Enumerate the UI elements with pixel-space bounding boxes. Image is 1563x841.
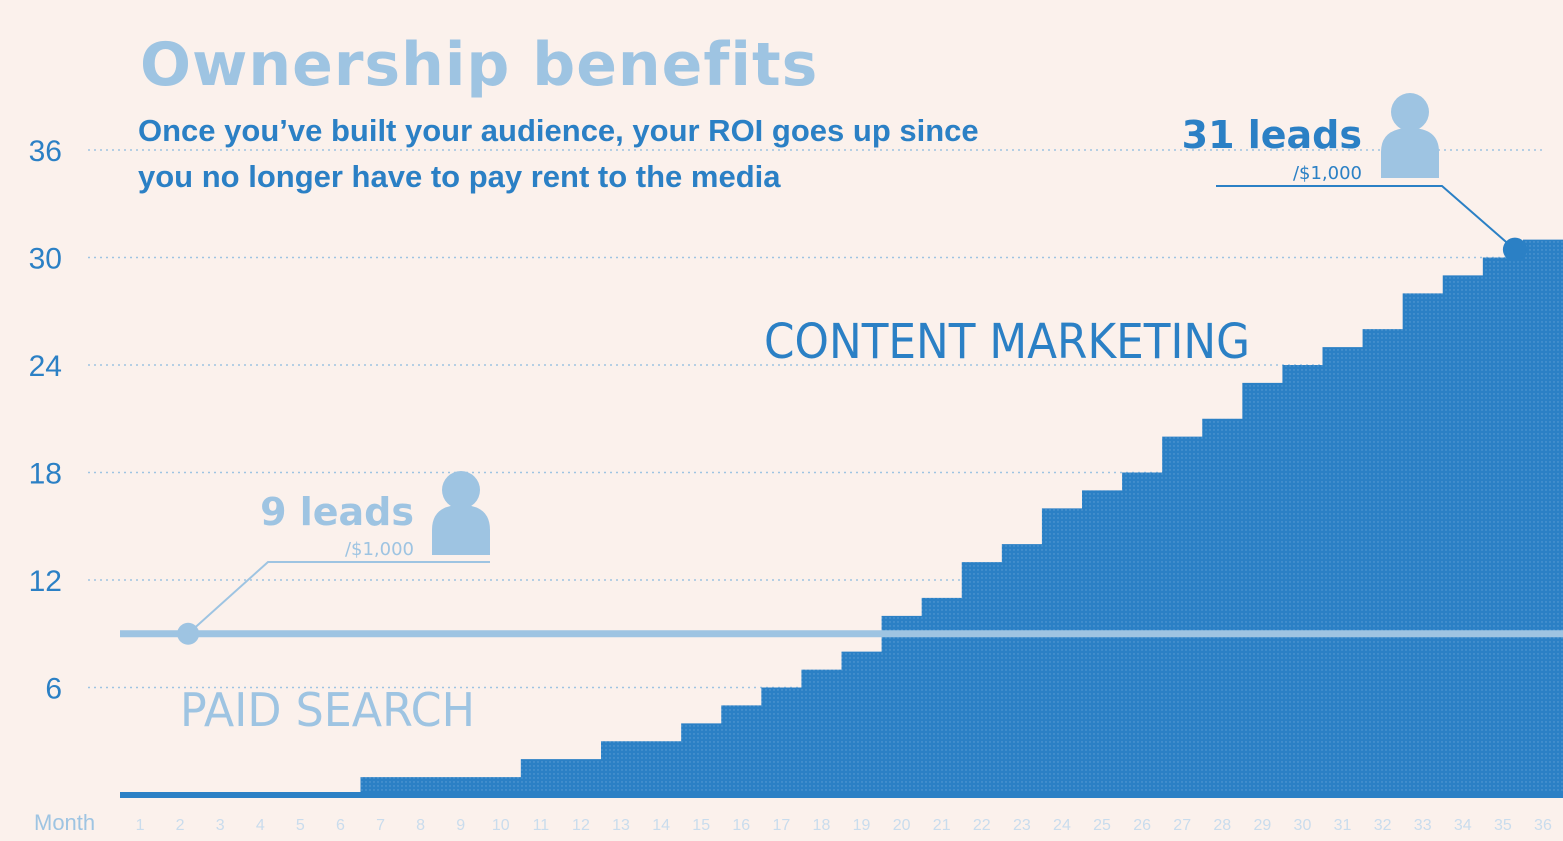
y-tick-label: 24: [29, 350, 62, 383]
y-tick-label: 6: [45, 673, 62, 706]
x-tick-label: 22: [973, 817, 991, 834]
y-tick-label: 18: [29, 458, 62, 491]
y-axis-ticks: 6 12 18 24 30 36: [29, 135, 62, 706]
x-tick-label: 27: [1173, 817, 1191, 834]
x-tick-label: 19: [853, 817, 871, 834]
x-tick-label: 11: [533, 817, 550, 834]
paid-search-leads-unit: /$1,000: [345, 539, 414, 560]
x-tick-label: 29: [1253, 817, 1271, 834]
y-tick-label: 12: [29, 565, 62, 598]
x-tick-label: 32: [1374, 817, 1392, 834]
x-tick-label: 10: [492, 817, 510, 834]
x-tick-label: 17: [772, 817, 790, 834]
x-tick-label: 21: [933, 817, 951, 834]
paid-search-label: PAID SEARCH: [180, 683, 475, 737]
y-tick-label: 30: [29, 243, 62, 276]
x-tick-label: 35: [1494, 817, 1512, 834]
x-axis-ticks: 1 2 3 4 5 6 7 8 9 10 11 12 13 14 15 16 17 18 19 20 21 22 23 24 2…: [136, 817, 1552, 834]
x-tick-label: 2: [176, 817, 185, 834]
x-tick-label: 25: [1093, 817, 1111, 834]
x-tick-label: 31: [1334, 817, 1352, 834]
x-tick-label: 15: [692, 817, 710, 834]
x-tick-label: 24: [1053, 817, 1071, 834]
x-tick-label: 9: [456, 817, 465, 834]
x-tick-label: 33: [1414, 817, 1432, 834]
person-icon: [432, 471, 490, 555]
x-tick-label: 14: [652, 817, 670, 834]
x-tick-label: 18: [813, 817, 831, 834]
person-icon: [1381, 93, 1439, 178]
x-tick-label: 4: [256, 817, 265, 834]
x-tick-label: 36: [1534, 817, 1552, 834]
paid-search-leader-line: [187, 561, 490, 635]
x-tick-label: 1: [136, 817, 145, 834]
x-tick-label: 3: [216, 817, 225, 834]
content-marketing-label: CONTENT MARKETING: [764, 314, 1250, 370]
content-marketing-leads-value: 31 leads: [1182, 113, 1362, 157]
chart-headline: Ownership benefits: [140, 30, 819, 100]
x-tick-label: 13: [612, 817, 630, 834]
x-tick-label: 26: [1133, 817, 1151, 834]
x-tick-label: 20: [893, 817, 911, 834]
x-tick-label: 30: [1294, 817, 1312, 834]
content-marketing-leader-line: [1216, 185, 1516, 251]
x-tick-label: 8: [416, 817, 425, 834]
content-marketing-leads-unit: /$1,000: [1293, 163, 1362, 184]
y-tick-label: 36: [29, 135, 62, 168]
x-tick-label: 12: [572, 817, 590, 834]
x-tick-label: 16: [732, 817, 750, 834]
paid-search-callout: 9 leads /$1,000: [177, 471, 490, 645]
x-tick-label: 34: [1454, 817, 1472, 834]
x-tick-label: 7: [376, 817, 385, 834]
x-axis-label: Month: [34, 810, 95, 835]
x-tick-label: 6: [336, 817, 345, 834]
chart-subtitle: Once you’ve built your audience, your RO…: [138, 113, 979, 194]
content-marketing-area: [120, 239, 1563, 796]
x-tick-label: 23: [1013, 817, 1031, 834]
x-tick-label: 28: [1213, 817, 1231, 834]
content-marketing-callout: 31 leads /$1,000: [1182, 93, 1527, 262]
paid-search-leads-value: 9 leads: [260, 490, 414, 534]
x-tick-label: 5: [296, 817, 305, 834]
